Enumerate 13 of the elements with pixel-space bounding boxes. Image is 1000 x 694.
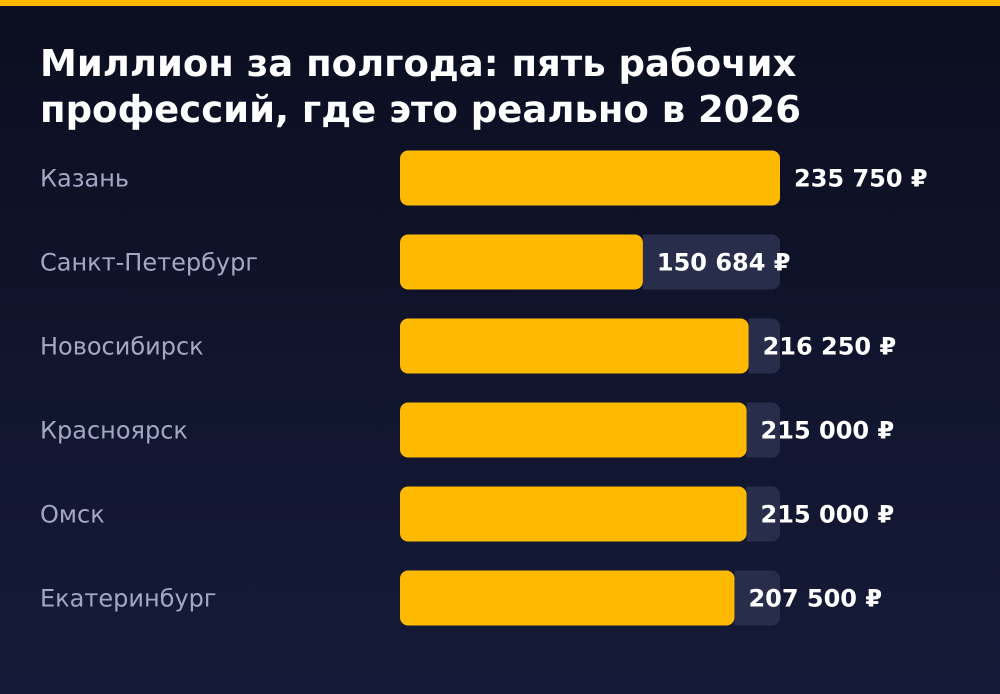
y-tick-label: Красноярск — [40, 416, 188, 444]
data-label: 207 500 ₽ — [748, 584, 882, 612]
data-label: 215 000 ₽ — [760, 416, 894, 444]
chart-title: Миллион за полгода: пять рабочих профессий, где это реально в 2026 — [40, 42, 801, 131]
y-tick-label: Омск — [40, 500, 105, 528]
y-tick-label: Екатеринбург — [40, 584, 216, 612]
y-tick-label: Новосибирск — [40, 332, 204, 360]
data-label: 150 684 ₽ — [656, 248, 790, 276]
data-label: 215 000 ₽ — [760, 500, 894, 528]
data-label: 235 750 ₽ — [794, 164, 928, 192]
y-tick-label: Санкт-Петербург — [40, 248, 258, 276]
y-tick-label: Казань — [40, 164, 130, 192]
data-label: 216 250 ₽ — [762, 332, 896, 360]
